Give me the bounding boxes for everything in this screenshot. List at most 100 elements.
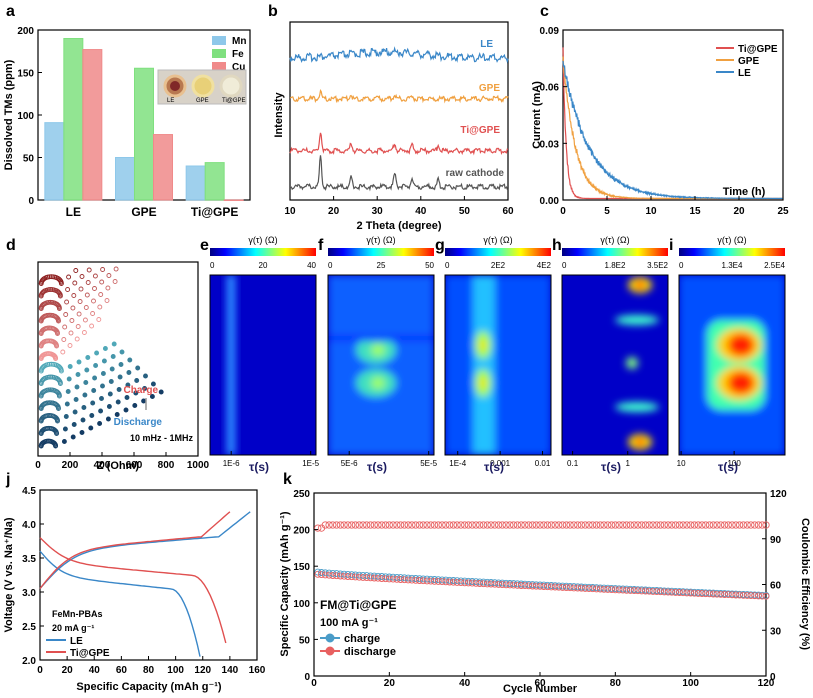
discharge-point — [604, 585, 612, 593]
y-tick-label: 3.0 — [22, 588, 36, 599]
panel-e-letter: e — [200, 237, 209, 254]
discharge-point — [510, 581, 518, 589]
charge-point — [423, 575, 431, 583]
x-tick-label: 1000 — [187, 460, 210, 471]
x-tick-label: 100 — [682, 678, 699, 689]
efficiency-point — [430, 521, 439, 529]
discharge-point — [540, 583, 548, 590]
efficiency-point — [574, 521, 582, 529]
legend-label-le: LE — [738, 68, 751, 79]
xrd-curve-le — [289, 46, 509, 64]
efficiency-point — [336, 521, 345, 529]
nyquist-point — [48, 287, 54, 292]
x-tick-label: 800 — [158, 460, 175, 471]
x-tick-label: 0 — [311, 678, 317, 689]
panel-c-letter: c — [540, 3, 549, 20]
colorbar — [445, 248, 551, 256]
efficiency-point — [596, 521, 604, 529]
nyquist-point — [114, 412, 120, 417]
nyquist-point — [67, 343, 73, 348]
efficiency-point — [551, 521, 559, 529]
nyquist-point — [72, 409, 78, 415]
nyquist-point — [125, 382, 131, 388]
nyquist-point — [105, 416, 111, 422]
x-tick-label: 40 — [89, 665, 101, 676]
nyquist-point — [58, 368, 64, 374]
discharge-point — [559, 583, 567, 591]
discharge-point — [619, 586, 627, 594]
nyquist-point — [57, 293, 63, 299]
discharge-point — [449, 578, 457, 586]
legend-label-discharge: discharge — [344, 646, 396, 658]
discharge-point — [630, 587, 638, 595]
heat-blob — [728, 334, 754, 356]
discharge-curve-le — [39, 550, 201, 657]
efficiency-point — [754, 521, 763, 529]
nyquist-point — [62, 426, 68, 432]
nyquist-point — [63, 312, 69, 317]
nyquist-point — [102, 346, 108, 351]
panel-a-letter: a — [6, 3, 15, 20]
nyquist-point — [61, 337, 67, 342]
efficiency-point — [540, 521, 548, 529]
charge-point — [416, 575, 423, 583]
nyquist-point — [99, 279, 105, 285]
x-axis-label: τ(s) — [601, 460, 621, 474]
nyquist-point — [75, 324, 81, 329]
efficiency-point — [728, 521, 736, 529]
nyquist-point — [56, 306, 62, 311]
efficiency-point — [585, 521, 593, 529]
nyquist-point — [85, 355, 91, 360]
colorbar-title: γ(τ) (Ω) — [717, 235, 746, 245]
efficiency-point — [630, 521, 638, 529]
efficiency-point — [427, 521, 435, 529]
nyquist-point — [119, 349, 125, 355]
colorbar-tick-label: 2E2 — [491, 261, 506, 270]
x-tick-label: 140 — [222, 665, 239, 676]
discharge-point — [318, 571, 325, 579]
panel-d-frame — [37, 261, 199, 457]
discharge-point — [483, 580, 491, 588]
heat-streak — [615, 315, 659, 325]
discharge-point — [593, 585, 600, 593]
efficiency-point — [735, 521, 744, 529]
discharge-point — [562, 584, 570, 592]
x-tick-label: 1E-6 — [223, 459, 240, 468]
discharge-point — [351, 573, 359, 581]
nyquist-point — [112, 279, 118, 284]
efficiency-point — [393, 521, 401, 529]
y-tick-label: 2.5 — [22, 622, 36, 633]
y2-tick-label: 30 — [770, 626, 782, 637]
discharge-point — [419, 577, 427, 585]
x-tick-label: 5E-5 — [420, 459, 437, 468]
discharge-point — [577, 584, 585, 592]
discharge-point — [363, 574, 371, 582]
panel-d-charge-label: Charge — [124, 385, 159, 396]
panel-j-xlabel: Specific Capacity (mAh g⁻¹) — [76, 681, 222, 693]
x-tick-label: 120 — [758, 678, 775, 689]
discharge-point — [758, 592, 766, 600]
heat-blob — [371, 344, 385, 356]
nyquist-point — [48, 361, 54, 367]
panel-j: j Voltage (V vs. Na⁺/Na) Specific Capaci… — [3, 471, 266, 693]
y-tick-label: 50 — [23, 154, 35, 165]
efficiency-point — [615, 521, 623, 529]
panel-d-discharge-label: Discharge — [114, 417, 163, 428]
efficiency-point — [325, 521, 333, 529]
nyquist-point — [60, 349, 66, 355]
panel-b-label-gpe: GPE — [479, 83, 500, 94]
heat-blob — [480, 377, 486, 389]
discharge-point — [626, 586, 634, 594]
discharge-point — [717, 590, 725, 598]
efficiency-point — [442, 521, 450, 529]
nyquist-point — [64, 401, 70, 407]
efficiency-point — [389, 521, 397, 529]
nyquist-point — [47, 361, 52, 367]
charge-point — [408, 574, 416, 582]
x-tick-label: 60 — [534, 678, 546, 689]
nyquist-point — [110, 354, 116, 359]
nyquist-point — [68, 330, 74, 336]
efficiency-point — [607, 521, 616, 529]
nyquist-point — [73, 397, 79, 402]
nyquist-point — [74, 336, 80, 342]
